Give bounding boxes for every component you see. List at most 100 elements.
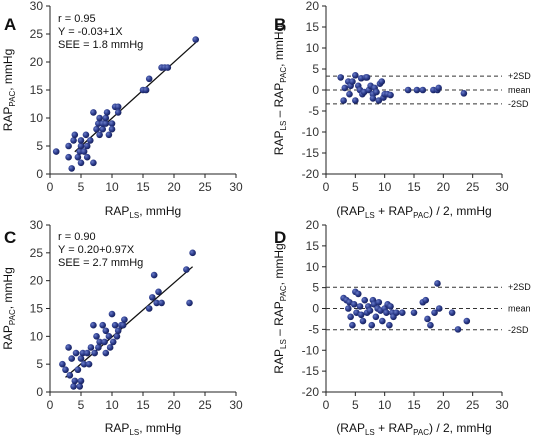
y-axis-title-sub: PAC bbox=[279, 285, 288, 301]
y-axis-title-part: RAP bbox=[1, 325, 15, 350]
data-point bbox=[149, 294, 156, 301]
x-tick-label: 5 bbox=[78, 180, 85, 194]
x-tick-label: 30 bbox=[229, 180, 243, 194]
y-axis-title: RAPPAC, mmHg bbox=[1, 267, 17, 350]
data-point bbox=[352, 97, 359, 104]
y-tick-label: 30 bbox=[30, 0, 44, 13]
x-axis-title-part: RAP bbox=[105, 421, 130, 435]
x-tick-label: 10 bbox=[378, 398, 392, 412]
y-tick-label: 20 bbox=[306, 218, 320, 232]
data-point bbox=[460, 90, 468, 97]
y-tick-label: 0 bbox=[36, 385, 43, 399]
panel-a: A 0 5 10 15 20 25 30 0 5 10 15 20 25 30 r = 0.95Y = -0.… bbox=[1, 0, 243, 220]
data-point bbox=[354, 290, 362, 298]
data-point bbox=[93, 333, 100, 340]
x-tick-label: 20 bbox=[167, 180, 181, 194]
y-tick-label: 5 bbox=[36, 139, 43, 153]
annotation: r = 0.90 bbox=[58, 231, 96, 243]
y-tick-label: -20 bbox=[302, 385, 320, 399]
data-point bbox=[80, 360, 88, 368]
data-point bbox=[347, 313, 354, 321]
data-point bbox=[71, 131, 79, 139]
data-point bbox=[337, 74, 344, 81]
x-tick-label: 15 bbox=[407, 180, 421, 194]
x-tick-label: 5 bbox=[352, 398, 359, 412]
data-point bbox=[410, 309, 418, 316]
data-point bbox=[83, 349, 91, 357]
y-axis-title: RAPPAC, mmHg bbox=[1, 49, 17, 132]
data-point bbox=[96, 114, 103, 122]
data-point bbox=[90, 321, 97, 329]
x-tick-label: 15 bbox=[136, 398, 150, 412]
data-point bbox=[102, 327, 110, 335]
data-point bbox=[106, 344, 114, 351]
data-point bbox=[448, 309, 456, 316]
y-tick-label: 15 bbox=[306, 20, 320, 34]
annotation: SEE = 1.8 mmHg bbox=[58, 39, 143, 51]
reference-label: mean bbox=[508, 85, 531, 95]
data-point bbox=[102, 120, 110, 127]
x-axis-title-part: , mmHg bbox=[139, 421, 181, 435]
y-tick-label: 10 bbox=[306, 260, 320, 274]
x-tick-label: 0 bbox=[323, 398, 330, 412]
y-axis-title-sub: PAC bbox=[8, 309, 17, 325]
data-point bbox=[435, 305, 443, 312]
data-point bbox=[341, 84, 349, 92]
x-tick-label: 25 bbox=[198, 180, 212, 194]
data-point bbox=[454, 326, 462, 333]
data-point bbox=[424, 315, 431, 323]
data-point bbox=[145, 305, 153, 312]
y-axis-title-sub: LS bbox=[279, 121, 288, 131]
data-point bbox=[155, 288, 162, 296]
data-point bbox=[82, 131, 90, 139]
data-point bbox=[85, 360, 93, 368]
panel-d: D 0 5 10 15 20 25 30 -20 -15 -10 -5 0 5 10 15 20 +2SD mean… bbox=[272, 218, 531, 437]
data-point bbox=[96, 131, 103, 139]
data-point bbox=[91, 349, 98, 357]
data-point bbox=[153, 299, 160, 307]
data-point bbox=[183, 266, 190, 273]
reference-label: +2SD bbox=[508, 282, 531, 292]
data-point bbox=[359, 317, 367, 325]
panel-letter-d: D bbox=[274, 228, 286, 247]
data-point bbox=[70, 383, 77, 390]
y-axis-title: RAPLS – RAPPAC, mmHg bbox=[272, 25, 288, 155]
y-tick-label: 10 bbox=[30, 329, 44, 343]
y-tick-label: 15 bbox=[30, 83, 44, 97]
data-point bbox=[186, 299, 193, 307]
data-point bbox=[87, 137, 94, 144]
data-point bbox=[71, 377, 79, 385]
data-point bbox=[383, 309, 390, 316]
y-axis-title-part: , mmHg bbox=[272, 243, 286, 285]
data-point bbox=[368, 321, 376, 329]
y-tick-label: -10 bbox=[302, 125, 320, 139]
x-tick-label: 0 bbox=[47, 180, 54, 194]
y-tick-label: 5 bbox=[36, 357, 43, 371]
data-point bbox=[83, 142, 91, 150]
x-tick-label: 25 bbox=[466, 180, 480, 194]
y-tick-label: 20 bbox=[30, 274, 44, 288]
x-tick-label: 10 bbox=[105, 180, 119, 194]
y-axis-title-part: RAP bbox=[272, 130, 286, 155]
x-tick-label: 15 bbox=[136, 180, 150, 194]
data-point bbox=[119, 321, 127, 329]
x-axis-title: (RAPLS + RAPPAC) / 2, mmHg bbox=[336, 421, 491, 437]
y-tick-label: -15 bbox=[302, 364, 320, 378]
data-point bbox=[422, 296, 430, 304]
data-point bbox=[111, 321, 119, 329]
data-point bbox=[356, 303, 364, 310]
y-axis-title-part: , mmHg bbox=[1, 267, 15, 309]
x-tick-label: 0 bbox=[47, 398, 54, 412]
data-point bbox=[95, 344, 102, 351]
data-point bbox=[164, 64, 172, 71]
y-tick-label: 10 bbox=[306, 41, 320, 55]
data-point bbox=[74, 366, 82, 374]
y-tick-label: 20 bbox=[30, 55, 44, 69]
data-point bbox=[435, 84, 442, 92]
y-tick-label: 0 bbox=[312, 302, 319, 316]
annotation: Y = -0.03+1X bbox=[58, 26, 123, 38]
data-point bbox=[387, 91, 394, 99]
data-point bbox=[59, 360, 66, 368]
data-point bbox=[80, 148, 88, 155]
data-point bbox=[87, 344, 95, 351]
